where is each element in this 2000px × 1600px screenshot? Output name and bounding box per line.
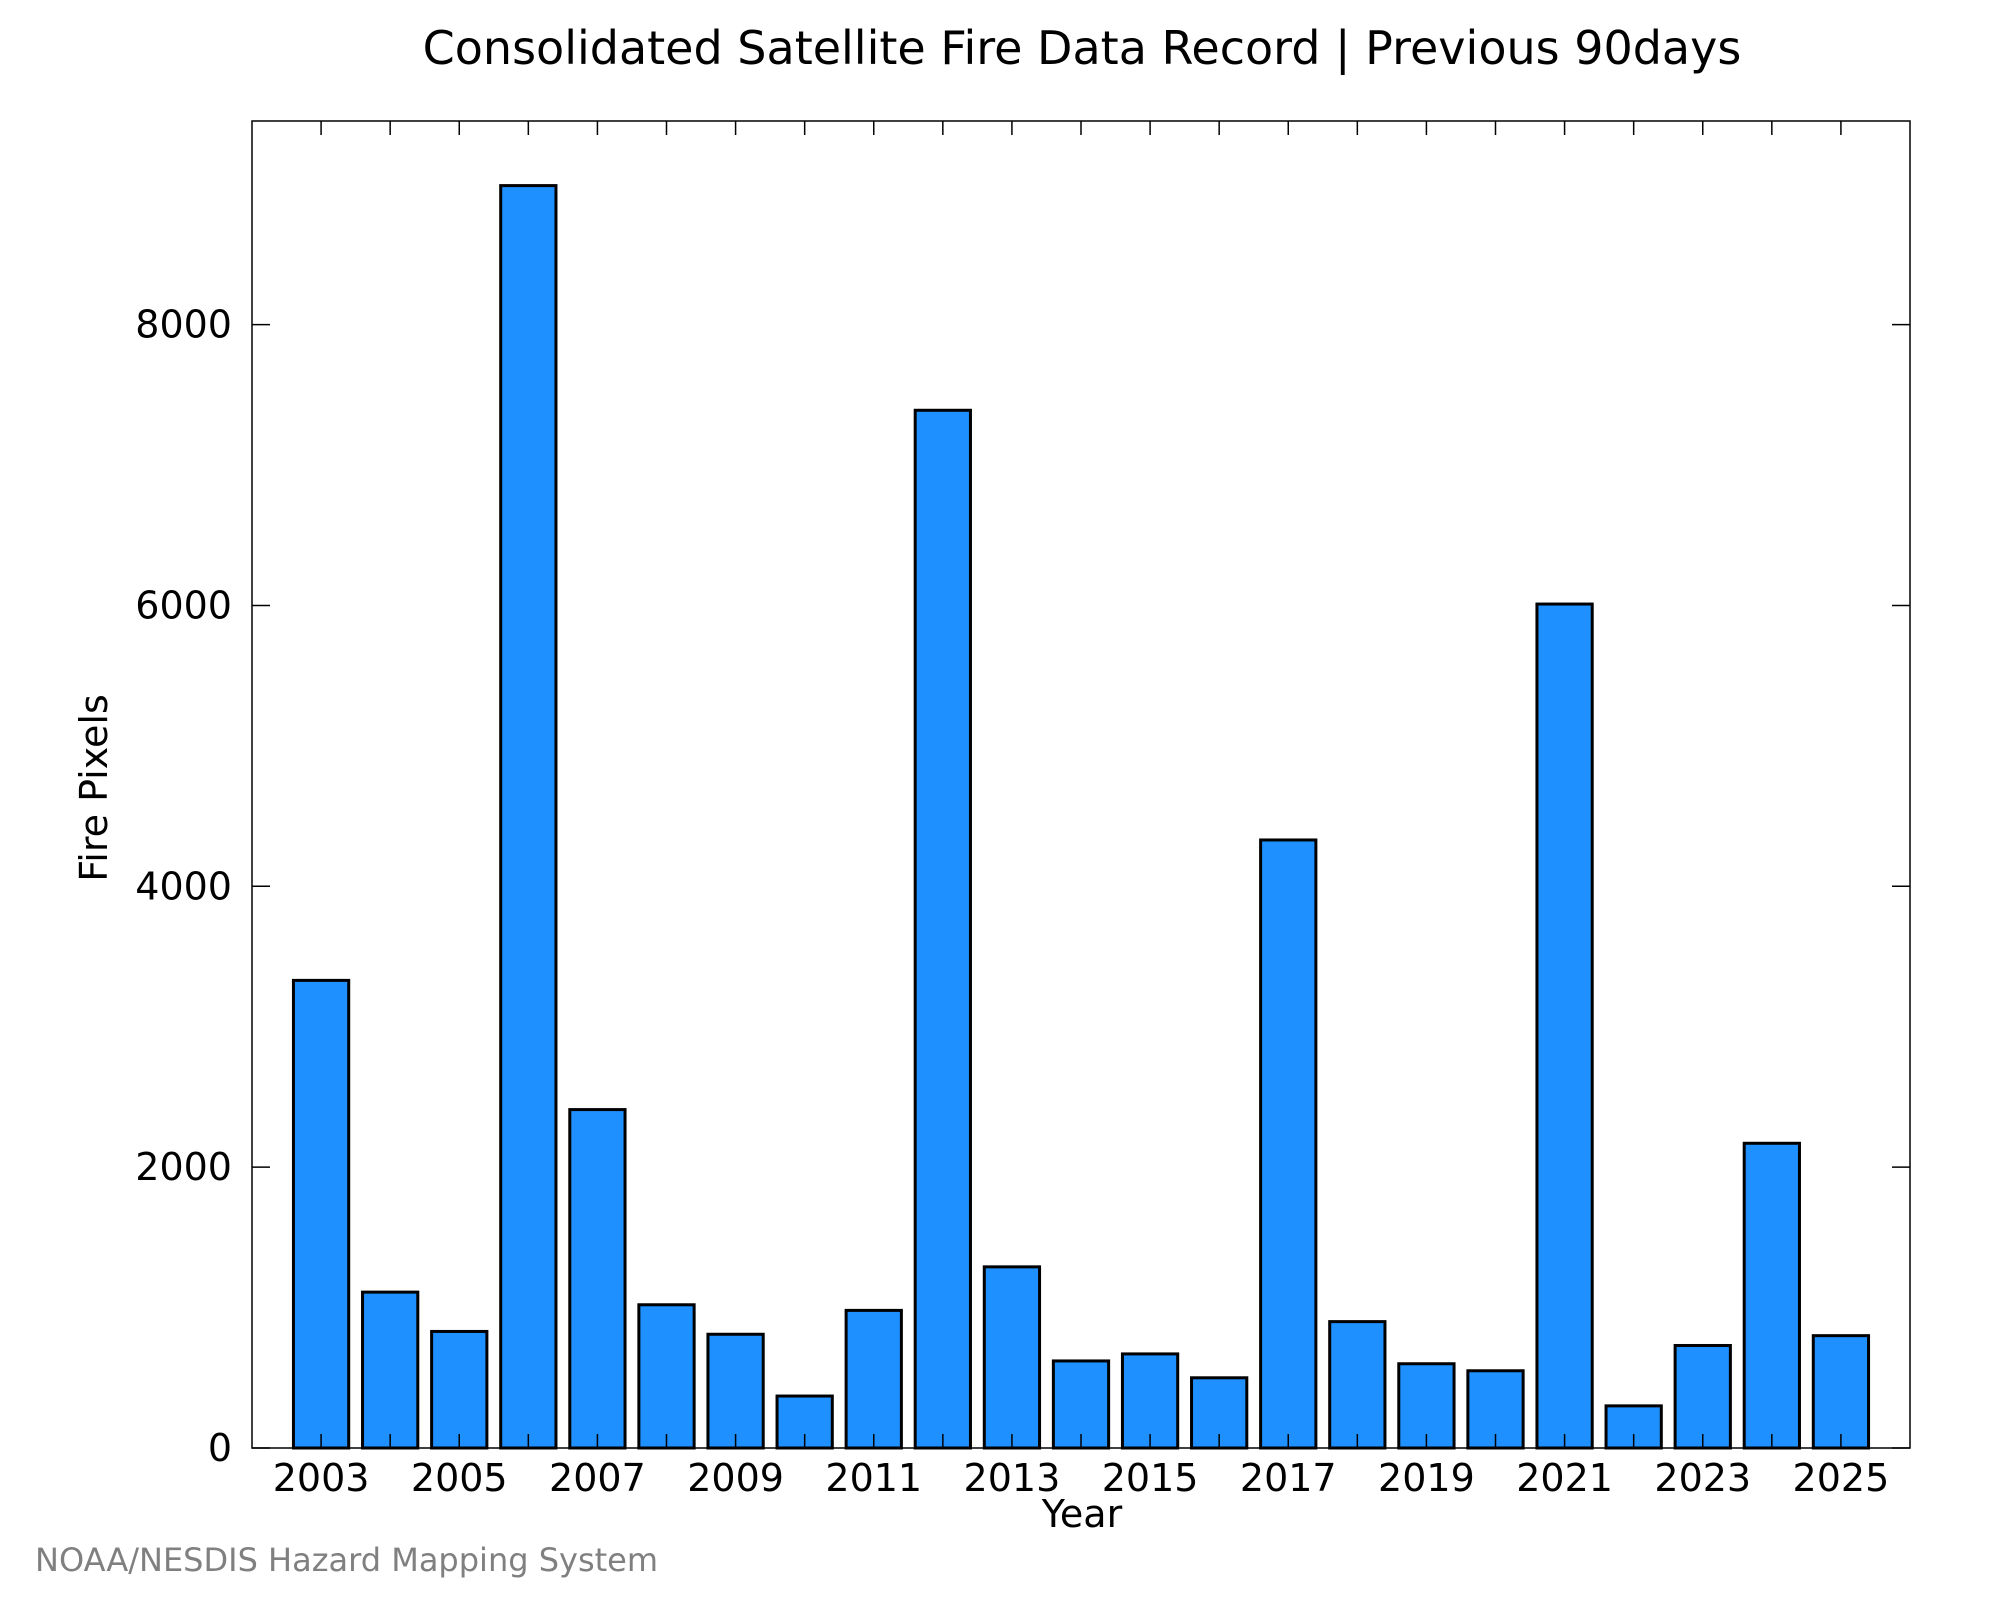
- y-tick-label-4000: 4000: [135, 864, 232, 908]
- bar-2011: [844, 1308, 903, 1450]
- x-tick-label-2013: 2013: [964, 1456, 1061, 1500]
- x-tick-label-2023: 2023: [1654, 1456, 1751, 1500]
- bar-2008: [637, 1303, 696, 1450]
- bar-2021: [1535, 602, 1594, 1450]
- x-tick-label-2009: 2009: [687, 1456, 784, 1500]
- y-tick-label-6000: 6000: [135, 583, 232, 627]
- x-tick-label-2007: 2007: [549, 1456, 646, 1500]
- y-tick-label-8000: 8000: [135, 303, 232, 347]
- bar-2009: [706, 1332, 765, 1450]
- y-axis-label: Fire Pixels: [72, 694, 116, 882]
- x-tick-label-2011: 2011: [825, 1456, 922, 1500]
- bar-2006: [499, 184, 558, 1450]
- bar-2012: [913, 408, 972, 1450]
- x-tick-label-2019: 2019: [1378, 1456, 1475, 1500]
- y-tick-label-2000: 2000: [135, 1145, 232, 1189]
- x-tick-label-2017: 2017: [1240, 1456, 1337, 1500]
- x-tick-label-2005: 2005: [411, 1456, 508, 1500]
- x-tick-label-2021: 2021: [1516, 1456, 1613, 1500]
- y-tick-label-0: 0: [208, 1426, 232, 1470]
- bar-2013: [982, 1265, 1042, 1450]
- bar-2015: [1120, 1352, 1180, 1450]
- x-axis-label: Year: [1041, 1492, 1123, 1536]
- bar-2017: [1259, 838, 1318, 1450]
- plot-area: 2003 2005 2007 2009 2011 2013 2015 2017 2019 2021…: [135, 120, 1911, 1500]
- bar-2024: [1742, 1141, 1801, 1450]
- bar-2004: [361, 1290, 420, 1450]
- bar-2018: [1328, 1320, 1387, 1450]
- credit-text: NOAA/NESDIS Hazard Mapping System: [35, 1541, 658, 1579]
- x-tick-label-2015: 2015: [1102, 1456, 1199, 1500]
- x-tick-label-2025: 2025: [1793, 1456, 1890, 1500]
- bar-2019: [1397, 1362, 1456, 1450]
- bar-2005: [430, 1329, 489, 1450]
- x-tick-label-2003: 2003: [273, 1456, 370, 1500]
- bar-2007: [568, 1108, 627, 1450]
- bar-2023: [1673, 1343, 1732, 1450]
- bar-2003: [291, 978, 351, 1450]
- bar-2025: [1811, 1334, 1871, 1450]
- chart-title: Consolidated Satellite Fire Data Record …: [423, 21, 1742, 76]
